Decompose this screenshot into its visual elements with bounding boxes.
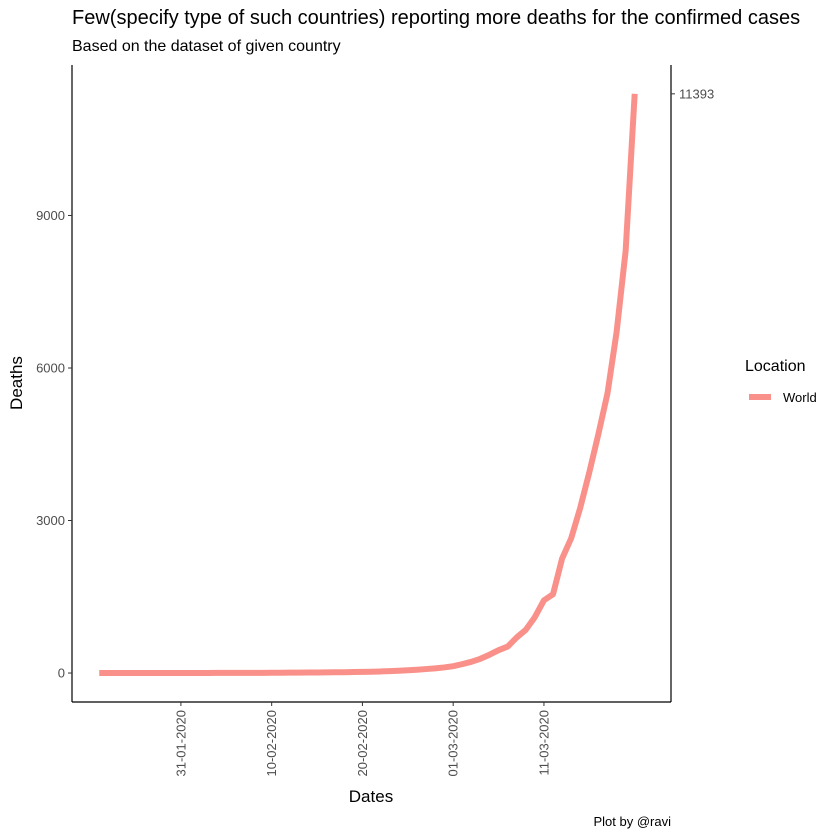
- x-axis-title: Dates: [349, 787, 393, 806]
- y-tick-label: 9000: [36, 208, 65, 223]
- y-tick-label: 0: [58, 666, 65, 681]
- x-tick-label: 31-01-2020: [173, 710, 188, 777]
- chart-subtitle: Based on the dataset of given country: [72, 38, 341, 55]
- y-tick-label: 3000: [36, 513, 65, 528]
- plot-caption: Plot by @ravi: [594, 814, 672, 829]
- y-axis-title: Deaths: [7, 356, 26, 410]
- legend-label-world: World: [783, 390, 817, 405]
- y2-tick-label: 11393: [679, 86, 714, 101]
- x-tick-label: 11-03-2020: [536, 710, 551, 776]
- y-tick-label: 6000: [36, 360, 65, 375]
- x-tick-label: 10-02-2020: [264, 710, 279, 777]
- x-tick-label: 20-02-2020: [355, 710, 370, 777]
- x-tick-label: 01-03-2020: [446, 710, 461, 777]
- series-line-world: [99, 93, 638, 677]
- plot-area: 0 3000 6000 9000 11393 31-01-2020 10-02-2020 20…: [36, 65, 714, 777]
- chart-title: Few(specify type of such countries) repo…: [72, 7, 800, 29]
- legend-title: Location: [745, 358, 806, 375]
